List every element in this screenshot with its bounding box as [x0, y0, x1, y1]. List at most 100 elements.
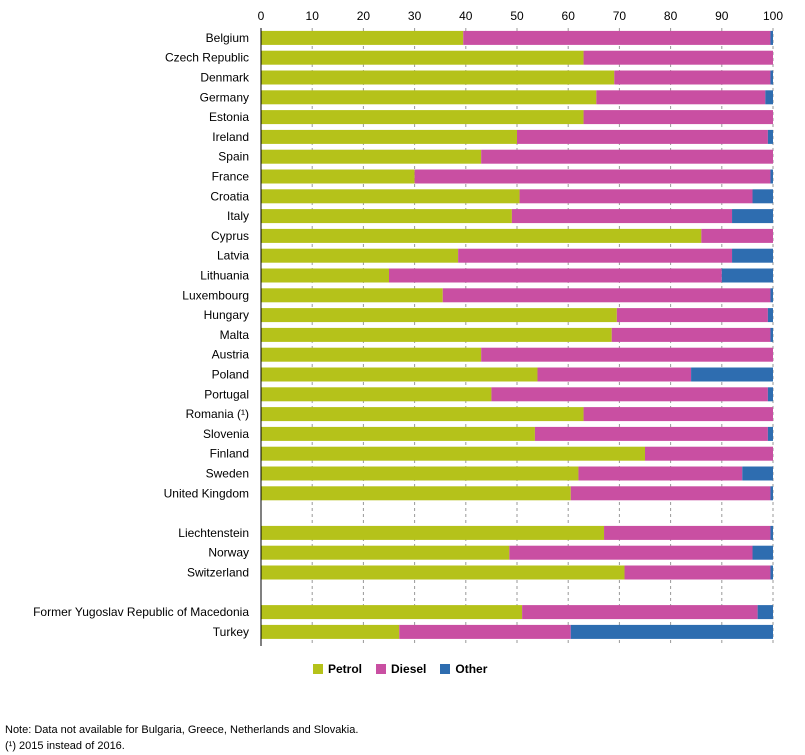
bar-segment-petrol: [261, 90, 597, 105]
category-label: Italy: [227, 209, 249, 223]
bar-segment-petrol: [261, 624, 400, 639]
bar-segment-diesel: [399, 624, 571, 639]
bar-segment-other: [770, 288, 773, 303]
category-label: Cyprus: [211, 229, 249, 243]
bar-segment-other: [691, 367, 773, 382]
category-label: Finland: [210, 447, 249, 461]
bar-segment-other: [770, 30, 773, 45]
bar-segment-petrol: [261, 407, 584, 422]
tick-label: 10: [306, 9, 320, 23]
bar-segment-petrol: [261, 545, 510, 560]
bar-segment-diesel: [578, 466, 743, 481]
legend-item-other: Other: [440, 662, 487, 676]
bar-segment-other: [732, 248, 773, 263]
bar-segment-petrol: [261, 466, 579, 481]
category-label: Ireland: [212, 130, 249, 144]
bar-segment-petrol: [261, 565, 625, 580]
category-label: Malta: [220, 328, 250, 342]
bar-segment-diesel: [624, 565, 771, 580]
legend-item-diesel: Diesel: [376, 662, 426, 676]
bar-segment-petrol: [261, 288, 443, 303]
bar-segment-diesel: [583, 110, 773, 125]
bar-segment-other: [767, 129, 773, 144]
tick-label: 0: [258, 9, 265, 23]
bar-segment-petrol: [261, 149, 482, 164]
tick-label: 70: [613, 9, 627, 23]
bar-segment-diesel: [519, 189, 753, 204]
category-label: Former Yugoslav Republic of Macedonia: [33, 605, 249, 619]
tick-label: 40: [459, 9, 473, 23]
bar-segment-diesel: [511, 209, 733, 224]
category-label: Belgium: [206, 31, 249, 45]
legend-label-diesel: Diesel: [391, 662, 427, 676]
bar-segment-diesel: [596, 90, 766, 105]
bar-segment-petrol: [261, 367, 538, 382]
category-label: Croatia: [210, 189, 249, 203]
category-label: Slovenia: [203, 427, 249, 441]
bar-segment-other: [767, 426, 773, 441]
category-label: Latvia: [217, 249, 249, 263]
tick-label: 20: [357, 9, 371, 23]
bar-segment-petrol: [261, 209, 512, 224]
bar-segment-other: [770, 565, 773, 580]
bar-segment-diesel: [517, 129, 768, 144]
bar-segment-petrol: [261, 268, 389, 283]
bar-segment-petrol: [261, 129, 517, 144]
category-label: Sweden: [206, 467, 249, 481]
bar-segment-other: [765, 90, 773, 105]
bar-segment-petrol: [261, 70, 615, 85]
legend-swatch-petrol: [313, 664, 323, 674]
category-label: Denmark: [200, 71, 250, 85]
category-label: Lithuania: [200, 269, 249, 283]
bar-segment-diesel: [604, 525, 771, 540]
bar-segment-diesel: [583, 50, 773, 65]
category-label: Liechtenstein: [178, 526, 249, 540]
legend-item-petrol: Petrol: [313, 662, 362, 676]
category-label: Austria: [212, 348, 250, 362]
bar-segment-diesel: [509, 545, 753, 560]
bar-segment-petrol: [261, 308, 617, 323]
bar-segment-diesel: [701, 228, 773, 243]
legend: Petrol Diesel Other: [313, 662, 487, 676]
tick-label: 90: [715, 9, 729, 23]
bar-segment-petrol: [261, 169, 415, 184]
tick-label: 50: [510, 9, 524, 23]
category-label: Luxembourg: [182, 288, 249, 302]
bar-segment-petrol: [261, 327, 612, 342]
tick-label: 30: [408, 9, 422, 23]
category-label: Spain: [218, 150, 249, 164]
bar-segment-other: [732, 209, 773, 224]
bar-segment-petrol: [261, 387, 492, 402]
bar-segment-diesel: [534, 426, 768, 441]
bar-segment-petrol: [261, 110, 584, 125]
category-label: Germany: [200, 90, 249, 104]
bar-segment-diesel: [463, 30, 771, 45]
bar-segment-diesel: [616, 308, 768, 323]
bar-segment-petrol: [261, 30, 464, 45]
bar-segment-diesel: [389, 268, 722, 283]
bar-segment-other: [770, 525, 773, 540]
note-data-availability: Note: Data not available for Bulgaria, G…: [5, 724, 359, 736]
bar-segment-other: [770, 70, 773, 85]
category-label: Estonia: [209, 110, 249, 124]
category-label: Romania (¹): [186, 407, 249, 421]
bar-segment-diesel: [614, 70, 771, 85]
note-romania: (¹) 2015 instead of 2016.: [5, 740, 125, 752]
bar-segment-diesel: [645, 446, 773, 461]
category-label: Poland: [212, 368, 249, 382]
stacked-bar-chart: 0 10 20 30 40 50 60 70 80 90 100 Belgium Czech Repub…: [33, 9, 783, 646]
bar-segment-petrol: [261, 426, 535, 441]
tick-label: 60: [562, 9, 576, 23]
bar-segment-other: [767, 308, 773, 323]
bar-segment-petrol: [261, 605, 523, 620]
bar-segment-petrol: [261, 248, 459, 263]
category-label: United Kingdom: [164, 486, 249, 500]
legend-swatch-other: [440, 664, 451, 674]
bar-segment-other: [770, 169, 773, 184]
bar-segment-diesel: [570, 486, 771, 501]
bar-segment-diesel: [522, 605, 758, 620]
category-label: Turkey: [213, 625, 249, 639]
tick-label: 100: [763, 9, 783, 23]
category-label: Switzerland: [187, 566, 249, 580]
legend-label-petrol: Petrol: [328, 662, 363, 676]
